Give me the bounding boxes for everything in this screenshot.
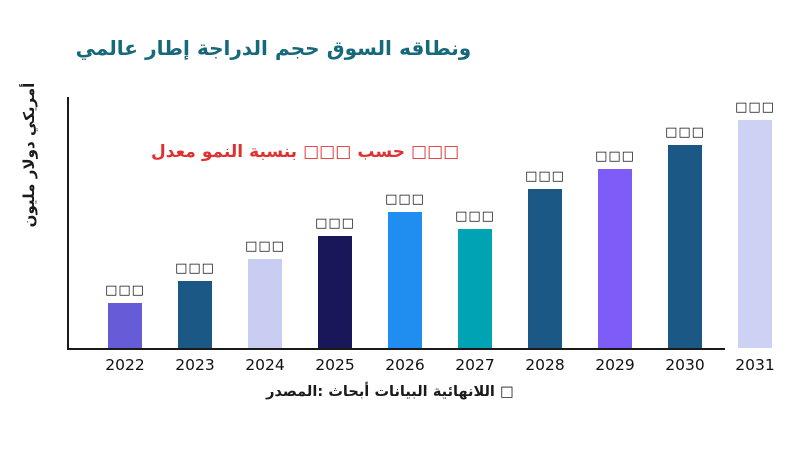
source-caption: المصدر: أبحاث البيانات اللانهائية □ <box>0 384 780 400</box>
bar-slot-2031: □□□ <box>720 100 790 348</box>
bar-2026 <box>388 212 422 348</box>
x-tick-2023: 2023 <box>175 356 215 374</box>
bar-value-label-2024: □□□ <box>245 239 285 254</box>
word: أمريكي <box>20 82 38 136</box>
growth-rate-annotation: معدل النمو بنسبة □□□ حسب □□□ <box>148 142 462 162</box>
x-tick-2024: 2024 <box>245 356 285 374</box>
word: اللانهائية <box>432 384 495 400</box>
bar-value-label-2029: □□□ <box>595 149 635 164</box>
y-axis-label: مليون دولار أمريكي <box>20 70 40 240</box>
x-tick-2029: 2029 <box>595 356 635 374</box>
bar-slot-2029: □□□ <box>580 149 650 348</box>
bar-slot-2024: □□□ <box>230 239 300 348</box>
word: البيانات <box>374 384 428 400</box>
bar-slot-2022: □□□ <box>90 283 160 348</box>
word: النمو <box>201 142 244 162</box>
word: السوق <box>326 36 392 60</box>
bar-slot-2023: □□□ <box>160 261 230 348</box>
bar-value-label-2028: □□□ <box>525 169 565 184</box>
x-tick-2031: 2031 <box>735 356 775 374</box>
bar-2031 <box>738 120 772 348</box>
bar-value-label-2031: □□□ <box>735 100 775 115</box>
word: المصدر: <box>266 384 324 400</box>
bar-2022 <box>108 303 142 348</box>
word: □□□ <box>411 142 460 162</box>
x-tick-2025: 2025 <box>315 356 355 374</box>
bar-2025 <box>318 236 352 348</box>
word: حسب <box>357 142 405 162</box>
word: حجم <box>275 36 320 60</box>
bar-2028 <box>528 189 562 348</box>
word: إطار <box>145 36 190 60</box>
x-axis-line <box>67 348 725 350</box>
word: عالمي <box>75 36 138 60</box>
word: □ <box>500 384 514 400</box>
bar-slot-2027: □□□ <box>440 209 510 348</box>
word: بنسبة <box>249 142 298 162</box>
x-tick-2026: 2026 <box>385 356 425 374</box>
word: دولار <box>20 141 38 179</box>
bar-2023 <box>178 281 212 348</box>
bar-2029 <box>598 169 632 348</box>
bar-value-label-2023: □□□ <box>175 261 215 276</box>
bar-value-label-2022: □□□ <box>105 283 145 298</box>
bar-value-label-2027: □□□ <box>455 209 495 224</box>
bar-slot-2026: □□□ <box>370 192 440 348</box>
word: □□□ <box>303 142 352 162</box>
word: مليون <box>20 183 38 228</box>
word: ونطاقه <box>399 36 472 60</box>
bar-2024 <box>248 259 282 348</box>
word: الدراجة <box>197 36 268 60</box>
x-tick-2027: 2027 <box>455 356 495 374</box>
bar-value-label-2026: □□□ <box>385 192 425 207</box>
word: أبحاث <box>328 384 370 400</box>
bar-2027 <box>458 229 492 348</box>
bars-plot-area: □□□ □□□ □□□ □□□ □□□ □□□ □□□ □□□ □□□ □□□ <box>90 100 790 348</box>
bar-2030 <box>668 145 702 348</box>
x-axis-tick-labels: 2022 2023 2024 2025 2026 2027 2028 2029 2030 2031 <box>90 356 790 374</box>
word: معدل <box>151 142 196 162</box>
bar-slot-2028: □□□ <box>510 169 580 348</box>
y-axis-line <box>67 97 69 350</box>
bar-slot-2030: □□□ <box>650 125 720 348</box>
x-tick-2030: 2030 <box>665 356 705 374</box>
chart-title: عالمي إطار الدراجة حجم السوق ونطاقه <box>72 36 475 60</box>
x-tick-2028: 2028 <box>525 356 565 374</box>
x-tick-2022: 2022 <box>105 356 145 374</box>
bar-value-label-2030: □□□ <box>665 125 705 140</box>
bar-value-label-2025: □□□ <box>315 216 355 231</box>
bar-slot-2025: □□□ <box>300 216 370 348</box>
